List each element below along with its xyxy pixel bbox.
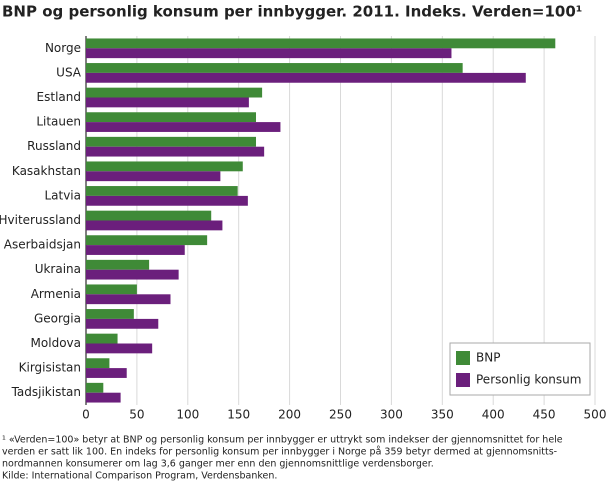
x-tick-label: 50 [129, 408, 144, 422]
x-tick-label: 350 [431, 408, 454, 422]
y-tick-label: Hviterussland [0, 213, 81, 227]
chart-title: BNP og personlig konsum per innbygger. 2… [2, 3, 582, 21]
bar [86, 368, 127, 378]
bar [86, 87, 263, 98]
y-tick-label: Ukraina [35, 262, 81, 276]
bar [86, 146, 265, 157]
footnote: Kilde: International Comparison Program,… [2, 471, 277, 482]
x-tick-label: 300 [380, 408, 403, 422]
bar [86, 220, 223, 231]
legend-swatch [456, 351, 470, 365]
bar [86, 294, 171, 305]
bar [86, 333, 118, 344]
y-tick-label: Georgia [34, 311, 81, 325]
bar [86, 195, 248, 206]
footnote: ¹ «Verden=100» betyr at BNP og personlig… [2, 435, 563, 446]
x-tick-label: 100 [176, 408, 199, 422]
bar [86, 343, 153, 354]
x-tick-label: 250 [329, 408, 352, 422]
bar [86, 382, 104, 393]
legend-swatch [456, 373, 470, 387]
footnote: nordmannen konsumerer om lag 3,6 ganger … [2, 459, 434, 470]
bar [86, 259, 150, 270]
bar [86, 122, 281, 132]
y-tick-label: Kirgisistan [19, 361, 81, 375]
x-tick-label: 200 [278, 408, 301, 422]
legend-label: Personlig konsum [476, 373, 581, 387]
bar [86, 186, 238, 196]
bar [86, 269, 179, 280]
bar [86, 97, 249, 108]
x-tick-label: 400 [482, 408, 505, 422]
bar [86, 136, 257, 147]
bar [86, 309, 134, 319]
x-tick-label: 500 [584, 408, 607, 422]
y-tick-label: Kasakhstan [12, 164, 81, 178]
bar [86, 171, 221, 182]
footnote: verden er satt lik 100. En indeks for pe… [2, 447, 557, 458]
bar [86, 112, 257, 123]
bar [86, 38, 556, 49]
y-tick-label: Norge [45, 41, 81, 55]
y-tick-label: Aserbaidsjan [4, 238, 81, 252]
bar [86, 63, 463, 73]
y-tick-label: Tadsjikistan [11, 385, 81, 399]
y-tick-label: Russland [27, 139, 81, 153]
x-tick-label: 0 [82, 408, 90, 422]
y-tick-label: Moldova [31, 336, 81, 350]
bar [86, 284, 137, 295]
bar [86, 392, 121, 403]
x-tick-label: 150 [227, 408, 250, 422]
bar [86, 48, 452, 59]
bar [86, 210, 212, 221]
y-tick-label: Latvia [44, 188, 81, 202]
bar [86, 161, 243, 172]
x-tick-label: 450 [533, 408, 556, 422]
legend-box [449, 342, 591, 396]
y-tick-label: Armenia [31, 287, 81, 301]
bar [86, 358, 110, 369]
y-tick-label: USA [56, 65, 82, 79]
bar [86, 318, 159, 329]
y-tick-label: Litauen [36, 115, 81, 129]
y-tick-label: Estland [37, 90, 81, 104]
bar [86, 245, 185, 255]
legend-label: BNP [476, 351, 500, 365]
bar [86, 72, 526, 83]
bar [86, 235, 208, 246]
